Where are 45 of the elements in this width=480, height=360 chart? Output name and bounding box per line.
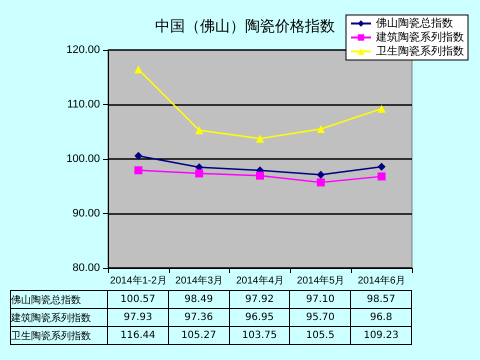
x-tick-label: 2014年6月 xyxy=(358,274,406,286)
point xyxy=(378,172,386,180)
text: 建筑陶瓷系列指数 xyxy=(11,312,91,324)
point xyxy=(256,172,264,180)
data-label: 103.75 xyxy=(229,326,290,344)
data-label: 97.36 xyxy=(168,308,230,326)
x-tick-label: 2014年4月 xyxy=(236,274,284,286)
data-label: 109.23 xyxy=(350,326,412,344)
x-tick-label: 2014年3月 xyxy=(175,274,224,286)
chart-title: 中国（佛山）陶瓷价格指数 xyxy=(155,18,335,35)
data-label: 97.92 xyxy=(229,290,290,308)
point xyxy=(134,65,142,74)
y-tick-label: 80.00 xyxy=(72,262,100,274)
data-label: 98.57 xyxy=(350,290,412,308)
y-tick-label: 110.00 xyxy=(67,98,100,110)
legend-label: 卫生陶瓷系列指数 xyxy=(376,44,464,58)
data-label: 96.95 xyxy=(229,308,290,326)
point xyxy=(378,162,386,171)
y-tick-label: 120.00 xyxy=(66,44,100,56)
point xyxy=(316,178,325,186)
point xyxy=(134,152,142,160)
data-label: 116.44 xyxy=(108,326,168,344)
y-tick-label: 90.00 xyxy=(72,208,100,220)
point xyxy=(316,170,325,179)
point xyxy=(195,169,204,178)
point xyxy=(378,104,386,113)
legend-label: 建筑陶瓷系列指数 xyxy=(375,30,464,44)
x-tick-label: 2014年1-2月 xyxy=(110,274,167,286)
data-label: 97.10 xyxy=(290,290,351,308)
legend-label: 佛山陶瓷总指数 xyxy=(376,16,453,30)
y-tick-label: 100.00 xyxy=(66,153,100,165)
data-label: 105.5 xyxy=(290,326,351,344)
data-label: 96.8 xyxy=(350,308,412,326)
data-label: 105.27 xyxy=(168,326,230,344)
x-tick-label: 2014年5月 xyxy=(296,274,345,286)
data-label: 100.57 xyxy=(108,290,168,308)
text: 佛山陶瓷总指数 xyxy=(11,294,81,306)
point xyxy=(316,125,325,134)
point xyxy=(195,126,204,134)
text: 卫生陶瓷系列指数 xyxy=(11,330,91,342)
data-label: 95.70 xyxy=(290,308,351,326)
point xyxy=(256,134,264,143)
data-label: 98.49 xyxy=(168,290,230,308)
point xyxy=(134,166,142,174)
data-label: 97.93 xyxy=(108,308,168,326)
